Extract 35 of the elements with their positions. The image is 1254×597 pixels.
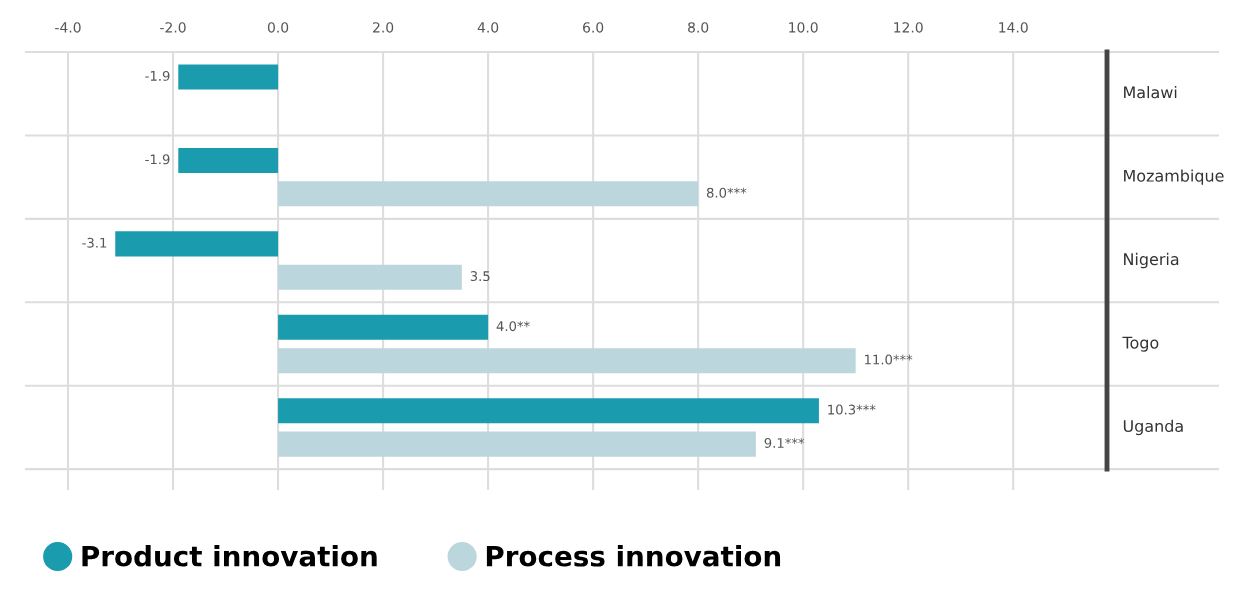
x-tick-label: 14.0 [999,22,1028,33]
bar [178,64,279,90]
data-label: 3.5 [470,271,490,282]
y-tick-label: Uganda [1123,419,1183,436]
data-label: -1.9 [145,154,170,165]
x-tick-label: 6.0 [583,22,604,33]
x-tick-label: 0.0 [267,22,289,33]
legend-label: Process innovation [486,545,781,567]
legend-label: Product innovation [82,545,377,567]
x-tick-label: 8.0 [688,22,709,33]
data-label: 4.0** [496,321,530,332]
bar [278,264,462,290]
bar [178,147,279,173]
y-tick-label: Malawi [1124,85,1177,99]
y-tick-label: Togo [1122,336,1159,352]
x-tick-label: 2.0 [373,22,394,33]
bar [278,181,699,207]
x-tick-label: 12.0 [894,22,923,33]
data-label: -1.9 [145,70,170,81]
x-tick-label: -2.0 [160,22,186,33]
bar [278,431,756,457]
x-tick-label: 10.0 [789,22,818,33]
bar [278,348,856,374]
data-label: 8.0*** [706,187,747,198]
x-tick-label: 4.0 [477,22,499,33]
y-tick-label: Mozambique [1124,169,1224,185]
bar [278,314,489,340]
bar [115,231,279,257]
x-tick-label: -4.0 [55,22,81,33]
data-label: -3.1 [82,237,107,248]
data-label: 10.3*** [828,404,876,415]
y-tick-label: Nigeria [1124,252,1179,269]
data-label: 11.0*** [865,354,913,365]
data-label: 9.1*** [764,437,805,448]
bar [278,398,819,424]
